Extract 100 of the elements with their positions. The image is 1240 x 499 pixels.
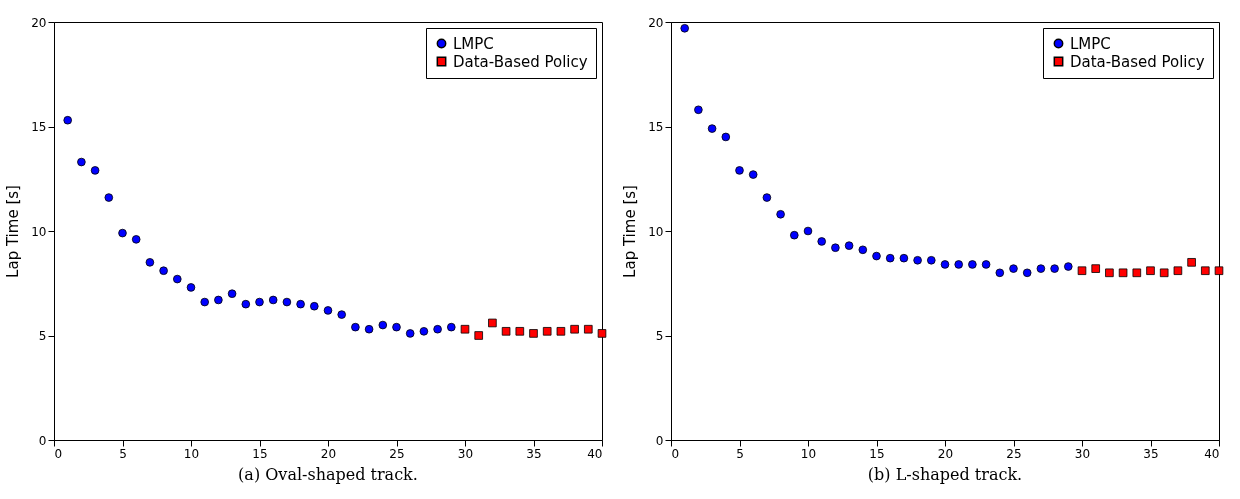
x-tick-label: 10 (800, 446, 817, 461)
point (460, 324, 470, 334)
x-tick-label: 5 (736, 446, 744, 461)
point (104, 193, 114, 202)
point (145, 258, 155, 267)
point (1077, 266, 1087, 275)
point (186, 283, 196, 292)
x-tick-label: 40 (1204, 446, 1220, 461)
point (1105, 268, 1114, 278)
point (803, 226, 813, 236)
x-tick-label: 30 (457, 446, 474, 461)
point (1036, 264, 1046, 273)
point (1009, 264, 1018, 273)
point (241, 299, 251, 309)
legend-label: Data-Based Policy (453, 52, 588, 71)
point (488, 318, 497, 328)
point (323, 306, 333, 315)
point (214, 295, 223, 305)
point (748, 170, 758, 179)
point (1214, 266, 1224, 275)
point (858, 245, 868, 255)
point (913, 255, 922, 265)
y-tick-label: 15 (31, 120, 47, 134)
point (954, 260, 963, 269)
x-tick-label: 35 (526, 446, 542, 461)
point (817, 237, 826, 246)
point (351, 322, 360, 332)
point (392, 322, 401, 332)
point (721, 132, 731, 142)
y-tick-label: 10 (31, 224, 47, 239)
point (227, 289, 237, 298)
point (159, 266, 168, 275)
point (570, 324, 579, 334)
point (762, 193, 772, 202)
point (885, 253, 895, 263)
point (1050, 264, 1059, 273)
legend-label: Data-Based Policy (1070, 52, 1205, 71)
point (447, 322, 456, 332)
point (1187, 258, 1196, 267)
point (1022, 268, 1032, 278)
y-axis-title: Lap Time [s] (4, 185, 23, 278)
y-tick-label: 5 (38, 329, 47, 343)
point (77, 157, 86, 167)
point (790, 230, 799, 240)
x-tick-label: 40 (587, 446, 603, 461)
point (282, 297, 292, 307)
point (63, 115, 72, 125)
x-tick-label: 15 (252, 446, 268, 461)
point (776, 210, 785, 219)
x-tick-label: 20 (937, 446, 954, 461)
point (310, 301, 319, 311)
x-tick-label: 0 (671, 446, 680, 461)
point (501, 327, 511, 336)
legend-label: LMPC (1070, 34, 1111, 53)
x-tick-label: 10 (183, 446, 200, 461)
point (529, 329, 538, 338)
x-tick-label: 25 (389, 446, 405, 461)
point (940, 260, 950, 269)
point (1118, 268, 1128, 278)
x-tick-label: 30 (1074, 446, 1091, 461)
point (597, 329, 607, 338)
x-tick-label: 20 (320, 446, 337, 461)
text: (b) L-shaped track. (867, 465, 1023, 484)
point (968, 260, 977, 269)
point (433, 324, 442, 334)
x-tick-label: 15 (869, 446, 885, 461)
point (831, 243, 840, 252)
point (1091, 264, 1100, 273)
point (268, 295, 278, 305)
point (556, 327, 566, 336)
point (118, 228, 127, 238)
point (131, 235, 141, 244)
x-tick-label: 35 (1143, 446, 1159, 461)
point (1146, 266, 1155, 275)
y-tick-label: 10 (648, 224, 664, 239)
point (584, 324, 593, 334)
text: (a) Oval-shaped track. (238, 465, 418, 484)
point (90, 166, 100, 175)
point (515, 327, 525, 336)
point (1173, 266, 1183, 275)
point (1132, 268, 1142, 278)
point (899, 253, 909, 263)
point (927, 255, 936, 265)
x-tick-label: 5 (119, 446, 127, 461)
point (1064, 262, 1073, 271)
point (694, 105, 703, 115)
point (337, 310, 346, 319)
y-tick-label: 15 (648, 120, 664, 134)
y-tick-label: 20 (648, 15, 664, 30)
point (707, 124, 717, 133)
point (255, 297, 264, 307)
y-tick-label: 20 (31, 15, 47, 30)
point (872, 251, 881, 261)
point (995, 268, 1005, 278)
y-tick-label: 0 (38, 433, 47, 448)
point (378, 320, 388, 330)
point (542, 327, 552, 336)
legend-label: LMPC (453, 34, 494, 53)
y-axis-title: Lap Time [s] (621, 185, 640, 278)
point (1159, 268, 1169, 278)
